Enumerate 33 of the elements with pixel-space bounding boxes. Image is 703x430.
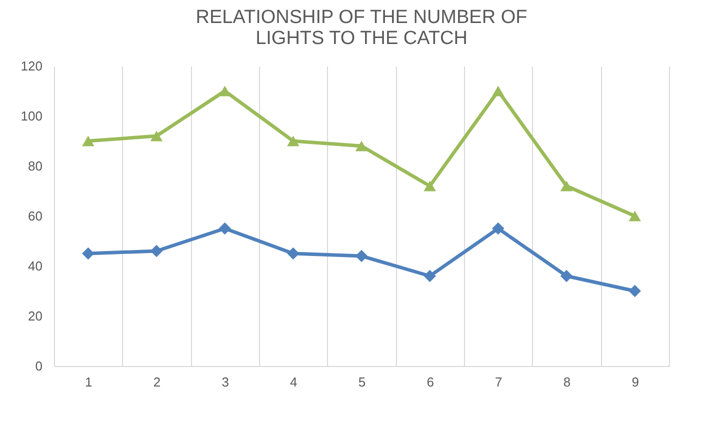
point xyxy=(150,130,163,142)
y-tick-label: 40 xyxy=(28,258,42,274)
y-tick-label: 80 xyxy=(28,158,42,174)
point xyxy=(628,210,641,222)
point xyxy=(355,140,368,152)
point xyxy=(492,222,504,235)
y-tick-label: 20 xyxy=(28,308,42,324)
x-tick-label: 9 xyxy=(632,374,639,390)
point xyxy=(424,180,436,192)
point xyxy=(628,284,641,298)
x-tick-label: 7 xyxy=(495,374,502,390)
point xyxy=(218,86,231,96)
y-tick-label: 60 xyxy=(28,208,42,224)
point xyxy=(218,222,231,235)
point xyxy=(287,136,300,146)
y-tick-label: 100 xyxy=(20,108,42,124)
chart-title: RELATIONSHIP OF THE NUMBER OF LIGHTS TO THE CATCH xyxy=(196,7,528,49)
x-tick-label: 3 xyxy=(222,374,229,390)
point xyxy=(492,86,504,96)
x-tick-label: 1 xyxy=(85,374,92,390)
x-tick-label: 8 xyxy=(563,374,571,390)
x-tick-label: 5 xyxy=(358,374,366,390)
x-tick-label: 4 xyxy=(290,374,298,390)
y-tick-label: 0 xyxy=(35,358,42,374)
y-tick-label: 120 xyxy=(20,58,42,74)
x-tick-label: 6 xyxy=(426,374,434,390)
point xyxy=(560,180,573,192)
point xyxy=(287,247,300,260)
point xyxy=(424,270,436,282)
point xyxy=(82,247,94,260)
x-tick-label: 2 xyxy=(153,374,161,390)
point xyxy=(82,136,94,146)
point xyxy=(560,270,573,282)
